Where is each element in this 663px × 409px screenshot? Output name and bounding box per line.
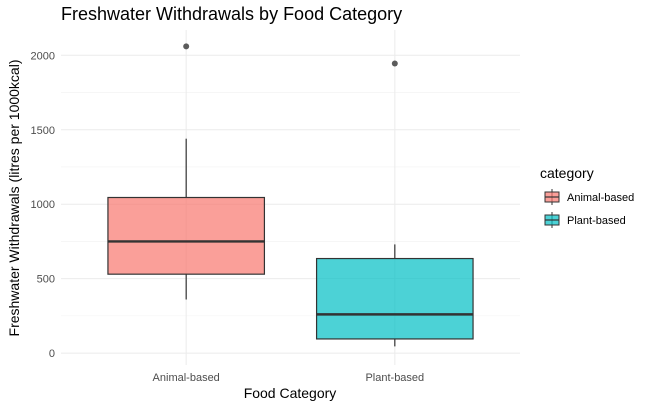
x-tick-labels: Animal-based Plant-based xyxy=(153,372,425,384)
legend: category Animal-based Plant-based xyxy=(540,165,634,229)
box-animal-based xyxy=(107,43,266,300)
x-axis-title: Food Category xyxy=(244,385,337,401)
chart-title: Freshwater Withdrawals by Food Category xyxy=(61,4,402,24)
outlier-point xyxy=(391,60,398,67)
legend-label: Animal-based xyxy=(567,192,634,204)
y-tick-label: 1000 xyxy=(31,199,55,211)
outlier-point xyxy=(183,43,190,50)
legend-label: Plant-based xyxy=(567,215,626,227)
box-plant-based xyxy=(315,60,474,347)
y-axis-title: Freshwater Withdrawals (litres per 1000k… xyxy=(6,60,22,337)
iqr-box xyxy=(107,196,266,275)
y-tick-label: 0 xyxy=(49,348,55,360)
y-tick-label: 500 xyxy=(37,274,55,286)
boxes-layer xyxy=(107,43,474,347)
y-tick-labels: 0 500 1000 1500 2000 xyxy=(31,50,55,360)
y-tick-label: 2000 xyxy=(31,50,55,62)
x-tick-label: Animal-based xyxy=(153,372,220,384)
x-tick-label: Plant-based xyxy=(365,372,424,384)
legend-title: category xyxy=(540,165,594,181)
y-tick-label: 1500 xyxy=(31,125,55,137)
iqr-box xyxy=(315,257,474,340)
legend-item: Plant-based xyxy=(543,211,626,229)
legend-item: Animal-based xyxy=(543,188,634,206)
